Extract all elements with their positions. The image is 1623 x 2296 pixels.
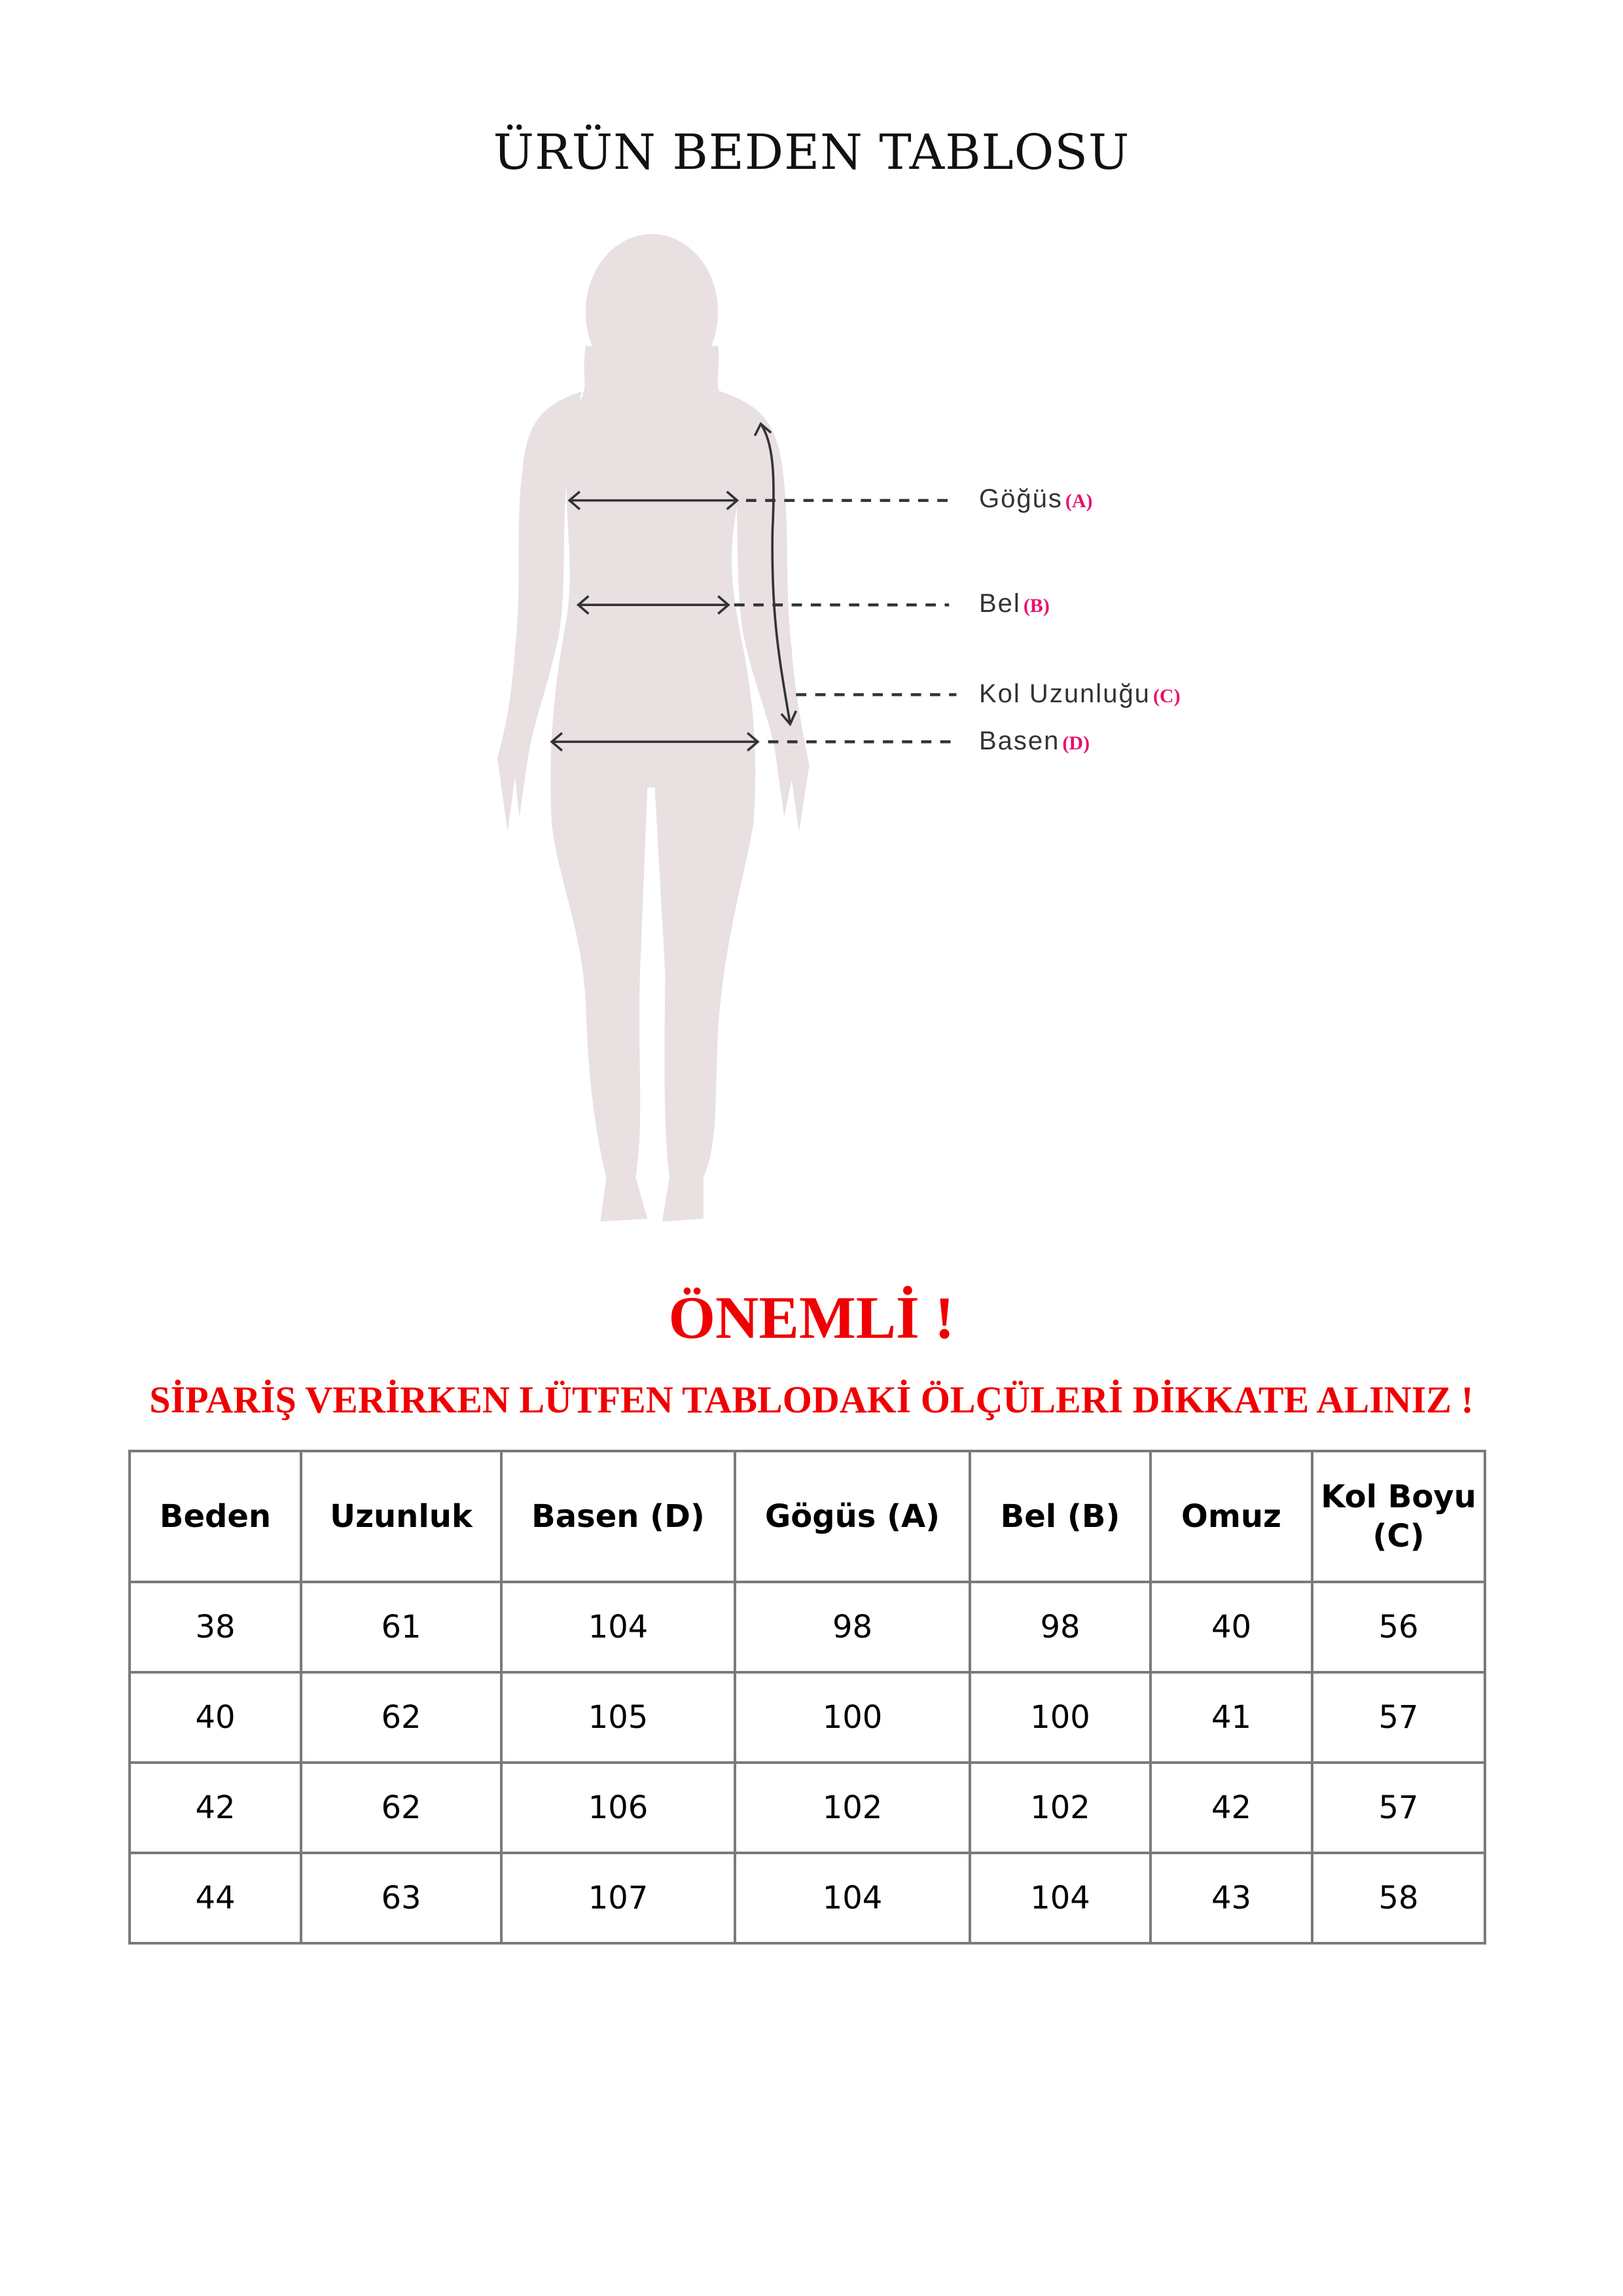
table-cell: 44 xyxy=(128,1852,302,1945)
dashed-guides xyxy=(734,499,957,744)
label-bel: Bel (B) xyxy=(979,589,1050,619)
header-gogus: Gögüs (A) xyxy=(734,1450,971,1583)
table-cell: 98 xyxy=(969,1581,1152,1674)
page-title: ÜRÜN BEDEN TABLOSU xyxy=(493,124,1130,181)
table-cell: 62 xyxy=(300,1761,503,1854)
header-beden: Beden xyxy=(128,1450,302,1583)
table-cell: 61 xyxy=(300,1581,503,1674)
table-header-row: Beden Uzunluk Basen (D) Gögüs (A) Bel (B… xyxy=(128,1450,1486,1583)
table-cell: 102 xyxy=(969,1761,1152,1854)
table-cell: 56 xyxy=(1311,1581,1486,1674)
table-row: 44 63 107 104 104 43 58 xyxy=(128,1852,1486,1945)
table-cell: 105 xyxy=(500,1671,736,1764)
silhouette xyxy=(497,234,810,1222)
header-bel: Bel (B) xyxy=(969,1450,1152,1583)
label-gogus: Göğüs (A) xyxy=(979,484,1093,514)
label-text: Göğüs xyxy=(979,484,1063,513)
important-heading: ÖNEMLİ ! xyxy=(668,1284,955,1351)
table-cell: 57 xyxy=(1311,1671,1486,1764)
label-code: (D) xyxy=(1062,732,1090,754)
table-cell: 40 xyxy=(1149,1581,1313,1674)
label-code: (A) xyxy=(1065,490,1093,512)
table-cell: 100 xyxy=(734,1671,971,1764)
table-cell: 43 xyxy=(1149,1852,1313,1945)
label-text: Basen xyxy=(979,726,1060,755)
table-cell: 41 xyxy=(1149,1671,1313,1764)
table-row: 42 62 106 102 102 42 57 xyxy=(128,1761,1486,1854)
size-table: Beden Uzunluk Basen (D) Gögüs (A) Bel (B… xyxy=(128,1450,1486,1945)
table-cell: 63 xyxy=(300,1852,503,1945)
order-notice: SİPARİŞ VERİRKEN LÜTFEN TABLODAKİ ÖLÇÜLE… xyxy=(149,1378,1474,1421)
header-basen: Basen (D) xyxy=(500,1450,736,1583)
table-cell: 58 xyxy=(1311,1852,1486,1945)
header-kol-boyu: Kol Boyu (C) xyxy=(1311,1450,1486,1583)
table-cell: 104 xyxy=(969,1852,1152,1945)
table-cell: 62 xyxy=(300,1671,503,1764)
table-cell: 100 xyxy=(969,1671,1152,1764)
label-kol-uzunlugu: Kol Uzunluğu (C) xyxy=(979,679,1181,709)
header-uzunluk: Uzunluk xyxy=(300,1450,503,1583)
table-row: 38 61 104 98 98 40 56 xyxy=(128,1581,1486,1674)
label-basen: Basen (D) xyxy=(979,726,1090,756)
label-code: (B) xyxy=(1023,595,1050,617)
label-text: Kol Uzunluğu xyxy=(979,679,1150,708)
table-cell: 57 xyxy=(1311,1761,1486,1854)
table-cell: 106 xyxy=(500,1761,736,1854)
table-cell: 98 xyxy=(734,1581,971,1674)
label-code: (C) xyxy=(1152,685,1181,707)
table-cell: 104 xyxy=(734,1852,971,1945)
table-cell: 42 xyxy=(1149,1761,1313,1854)
table-cell: 42 xyxy=(128,1761,302,1854)
table-row: 40 62 105 100 100 41 57 xyxy=(128,1671,1486,1764)
table-cell: 102 xyxy=(734,1761,971,1854)
measurement-arrows xyxy=(550,422,798,752)
label-text: Bel xyxy=(979,589,1021,618)
header-omuz: Omuz xyxy=(1149,1450,1313,1583)
table-cell: 38 xyxy=(128,1581,302,1674)
table-cell: 107 xyxy=(500,1852,736,1945)
table-cell: 40 xyxy=(128,1671,302,1764)
table-cell: 104 xyxy=(500,1581,736,1674)
